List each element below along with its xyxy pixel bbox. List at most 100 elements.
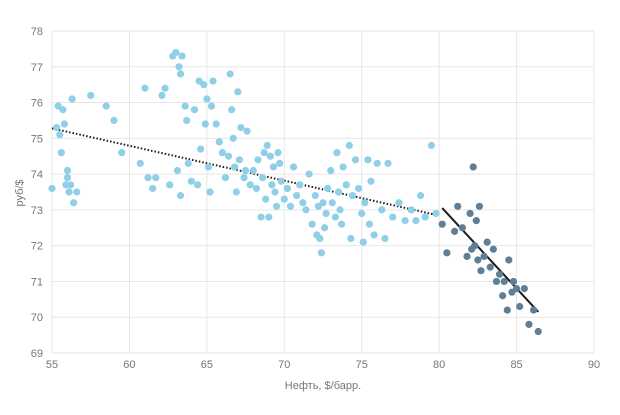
data-point-dark xyxy=(438,220,446,228)
data-point-light xyxy=(395,199,403,207)
y-tick-label: 76 xyxy=(31,98,43,110)
data-point-light xyxy=(158,91,166,99)
data-point-light xyxy=(347,234,355,243)
data-point-light xyxy=(240,174,248,182)
data-point-light xyxy=(302,206,310,214)
tick-labels: 55 60 65 70 75 80 85 90 69 70 71 72 73 74 75 76 77 78 xyxy=(31,26,600,371)
trendlines xyxy=(51,127,539,313)
x-tick-label: 65 xyxy=(201,359,213,371)
data-point-dark xyxy=(443,249,451,257)
data-point-light xyxy=(232,188,240,196)
data-point-light xyxy=(246,181,254,189)
data-point-dark xyxy=(475,202,484,210)
data-point-light xyxy=(136,159,144,167)
data-point-light xyxy=(226,70,234,78)
data-point-light xyxy=(339,163,347,171)
data-point-light xyxy=(268,181,276,189)
data-point-light xyxy=(345,141,353,150)
data-point-light xyxy=(328,199,336,207)
data-point-light xyxy=(228,106,236,114)
data-point-light xyxy=(260,149,268,157)
data-point-dark xyxy=(509,277,518,286)
data-point-dark xyxy=(516,302,524,311)
data-points xyxy=(48,48,542,336)
data-point-light xyxy=(259,174,267,182)
data-point-dark xyxy=(486,263,494,271)
y-tick-label: 72 xyxy=(31,241,43,253)
data-point-light xyxy=(204,163,213,171)
data-point-light xyxy=(57,149,65,157)
data-point-light xyxy=(337,220,346,228)
data-point-light xyxy=(416,191,425,200)
data-point-light xyxy=(183,116,191,125)
data-point-light xyxy=(421,213,429,221)
data-point-light xyxy=(70,199,78,207)
data-point-light xyxy=(144,174,152,182)
data-point-light xyxy=(277,177,285,185)
data-point-dark xyxy=(483,238,491,246)
data-point-dark xyxy=(471,242,479,250)
data-point-light xyxy=(229,134,237,142)
data-point-light xyxy=(266,152,274,160)
data-point-light xyxy=(149,184,157,193)
data-point-light xyxy=(373,159,381,167)
data-point-light xyxy=(365,220,374,228)
data-point-dark xyxy=(492,277,501,286)
data-point-light xyxy=(235,156,243,164)
data-point-light xyxy=(289,163,298,171)
data-point-dark xyxy=(503,306,511,314)
data-point-light xyxy=(401,217,409,225)
data-point-dark xyxy=(499,292,507,300)
data-point-light xyxy=(53,124,61,132)
data-point-light xyxy=(48,184,56,193)
data-point-light xyxy=(110,116,118,125)
data-point-light xyxy=(361,199,369,207)
x-tick-label: 90 xyxy=(588,359,600,371)
data-point-light xyxy=(178,52,186,60)
data-point-light xyxy=(181,102,189,110)
data-point-light xyxy=(370,231,378,239)
x-tick-label: 70 xyxy=(278,359,290,371)
x-tick-label: 55 xyxy=(46,359,58,371)
data-point-light xyxy=(173,166,182,175)
data-point-dark xyxy=(505,256,513,264)
data-point-dark xyxy=(500,277,508,286)
data-point-light xyxy=(161,84,169,92)
data-point-light xyxy=(172,48,180,57)
data-point-light xyxy=(319,199,327,207)
data-point-light xyxy=(65,188,73,196)
data-point-light xyxy=(212,120,220,128)
data-point-light xyxy=(427,141,435,150)
data-point-light xyxy=(358,209,366,218)
data-point-light xyxy=(384,159,392,167)
data-point-dark xyxy=(458,224,466,232)
data-point-light xyxy=(272,202,281,210)
data-point-light xyxy=(283,184,291,193)
trendline-solid xyxy=(441,207,539,313)
y-tick-label: 78 xyxy=(31,26,43,38)
data-point-light xyxy=(381,234,389,243)
x-tick-label: 80 xyxy=(433,359,445,371)
data-point-light xyxy=(231,163,239,171)
x-tick-label: 85 xyxy=(510,359,522,371)
data-point-dark xyxy=(480,252,488,260)
data-point-dark xyxy=(472,217,480,225)
data-point-light xyxy=(257,213,265,221)
data-point-light xyxy=(316,234,324,243)
data-point-light xyxy=(308,220,316,228)
data-point-light xyxy=(317,249,326,257)
data-point-dark xyxy=(512,285,521,293)
data-point-dark xyxy=(530,306,538,314)
data-point-light xyxy=(333,149,341,157)
data-point-light xyxy=(201,120,209,128)
data-point-light xyxy=(56,131,64,139)
gridlines xyxy=(51,30,595,354)
data-point-light xyxy=(432,209,440,218)
data-point-light xyxy=(263,141,271,150)
data-point-light xyxy=(412,217,420,225)
y-tick-label: 77 xyxy=(31,62,43,74)
x-tick-label: 75 xyxy=(356,359,368,371)
data-point-light xyxy=(249,166,257,175)
data-point-dark xyxy=(474,256,482,264)
